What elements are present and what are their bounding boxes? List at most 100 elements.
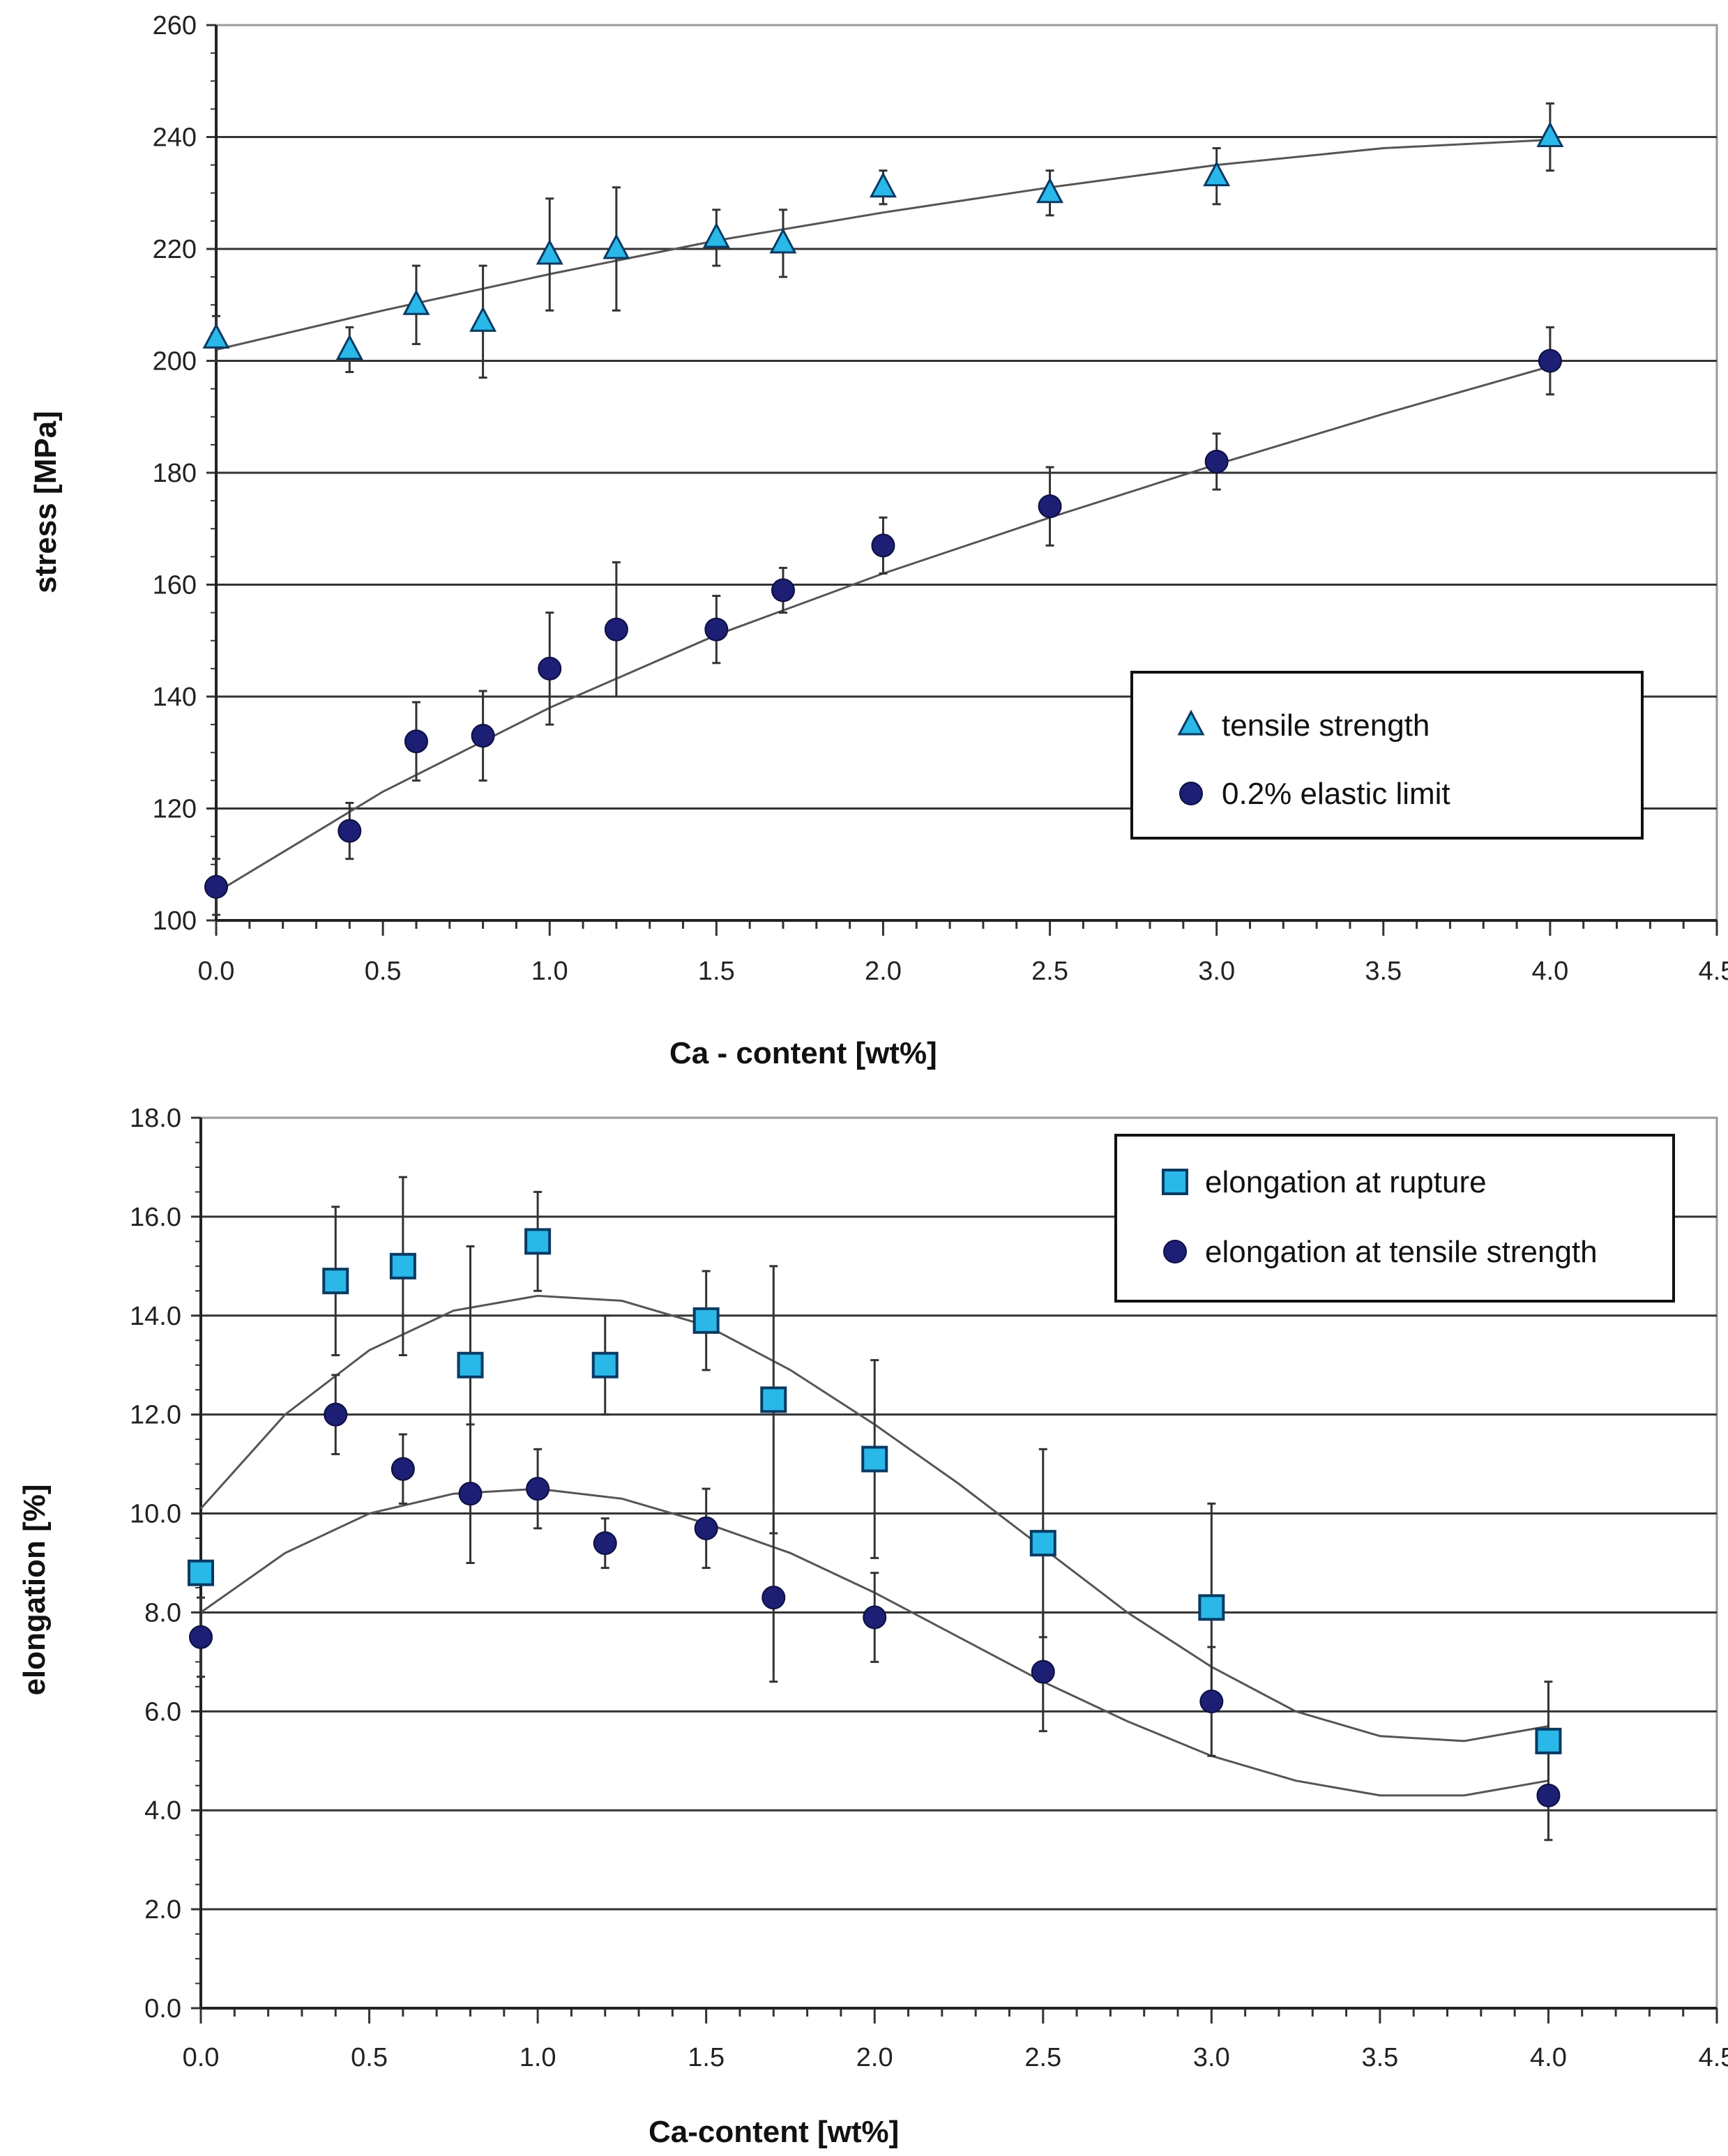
x-tick-label: 2.0 (856, 2043, 893, 2072)
x-axis-title: Ca-content [wt%] (649, 2115, 899, 2149)
y-tick-label: 140 (153, 683, 197, 712)
x-tick-label: 2.5 (1024, 2043, 1061, 2072)
y-tick-label: 0.0 (144, 1994, 181, 2024)
legend-box (1114, 1134, 1675, 1303)
data-point-square (760, 1386, 787, 1413)
data-point-square (692, 1307, 720, 1334)
data-point-square (322, 1268, 349, 1295)
y-tick-label: 220 (153, 235, 197, 264)
data-point-triangle (869, 172, 897, 198)
y-tick-label: 16.0 (130, 1203, 181, 1232)
x-tick-label: 3.0 (1198, 957, 1235, 986)
data-point-square (1029, 1530, 1056, 1557)
y-tick-label: 200 (153, 347, 197, 377)
legend-box (1130, 671, 1644, 840)
data-point-circle (404, 729, 428, 754)
data-point-circle (1199, 1690, 1224, 1714)
x-axis-title: Ca - content [wt%] (669, 1036, 937, 1070)
data-point-circle (1538, 349, 1562, 373)
data-point-circle (1038, 494, 1062, 519)
data-point-circle (538, 656, 562, 681)
data-point-triangle (1536, 121, 1564, 147)
data-point-circle (526, 1477, 550, 1501)
data-point-square (861, 1445, 888, 1473)
y-tick-label: 240 (153, 123, 197, 153)
data-point-circle (204, 874, 228, 899)
x-tick-label: 0.5 (365, 957, 402, 986)
x-tick-label: 3.5 (1365, 957, 1402, 986)
legend-marker-square (1162, 1169, 1188, 1195)
data-point-circle (863, 1605, 887, 1630)
x-tick-label: 3.5 (1361, 2043, 1398, 2072)
legend-label: 0.2% elastic limit (1222, 777, 1450, 811)
y-tick-label: 2.0 (144, 1895, 181, 1925)
data-point-triangle (469, 306, 497, 332)
data-point-triangle (335, 334, 363, 360)
x-tick-label: 2.0 (865, 957, 902, 986)
data-point-triangle (202, 323, 230, 349)
x-tick-label: 4.0 (1531, 957, 1568, 986)
data-point-triangle (1203, 160, 1231, 187)
y-tick-label: 12.0 (130, 1401, 181, 1430)
data-point-circle (391, 1457, 415, 1481)
y-tick-label: 160 (153, 571, 197, 600)
data-point-square (457, 1351, 484, 1379)
x-tick-label: 4.5 (1699, 957, 1728, 986)
data-point-triangle (402, 289, 430, 315)
data-point-circle (761, 1586, 786, 1610)
data-point-triangle (702, 222, 730, 248)
data-point-circle (771, 578, 795, 602)
legend-label: elongation at rupture (1205, 1165, 1487, 1199)
x-tick-label: 0.5 (351, 2043, 388, 2072)
elongation-chart: 0.0 2.0 4.0 6.0 8.0 10.0 12.0 14.0 16.0 18.0 0.0 0.… (17, 1104, 1728, 2149)
data-point-triangle (769, 227, 797, 254)
legend-marker-circle (1179, 782, 1203, 805)
data-point-square (591, 1351, 619, 1379)
data-point-circle (1536, 1783, 1561, 1807)
legend-label: tensile strength (1222, 708, 1430, 743)
y-tick-label: 180 (153, 459, 197, 488)
y-tick-label: 120 (153, 795, 197, 824)
x-tick-label: 0.0 (198, 957, 235, 986)
x-tick-label: 4.0 (1530, 2043, 1567, 2072)
data-point-circle (189, 1625, 213, 1649)
legend-marker-triangle (1177, 709, 1205, 736)
y-tick-label: 14.0 (130, 1302, 181, 1331)
data-point-square (389, 1252, 416, 1280)
x-tick-label: 4.5 (1699, 2043, 1728, 2072)
data-point-circle (338, 819, 362, 843)
y-tick-label: 100 (153, 906, 197, 936)
data-point-triangle (1036, 177, 1064, 204)
data-point-circle (471, 724, 495, 748)
data-point-triangle (536, 238, 563, 265)
x-tick-label: 1.5 (698, 957, 735, 986)
x-tick-label: 1.5 (688, 2043, 725, 2072)
data-point-circle (704, 617, 729, 642)
data-point-square (1535, 1727, 1562, 1754)
data-point-circle (324, 1402, 348, 1427)
data-point-triangle (602, 233, 630, 259)
data-point-circle (694, 1516, 718, 1540)
y-tick-label: 4.0 (144, 1796, 181, 1825)
x-tick-label: 1.0 (520, 2043, 556, 2072)
data-point-circle (458, 1482, 483, 1506)
y-tick-label: 8.0 (144, 1598, 181, 1627)
data-point-circle (593, 1531, 617, 1556)
trend-line-1 (215, 139, 1550, 351)
data-point-square (188, 1559, 214, 1586)
data-point-circle (871, 533, 895, 558)
legend-marker-circle (1163, 1240, 1187, 1263)
y-tick-label: 6.0 (144, 1697, 181, 1726)
y-axis-title: stress [MPa] (29, 411, 63, 593)
x-tick-label: 1.0 (531, 957, 568, 986)
x-tick-label: 2.5 (1031, 957, 1068, 986)
x-tick-label: 3.0 (1193, 2043, 1230, 2072)
x-tick-label: 0.0 (183, 2043, 220, 2072)
y-tick-label: 10.0 (130, 1500, 181, 1529)
stress-chart: 100 120 140 160 180 200 220 240 260 0.0 0.5 1.0 1.5 2… (29, 11, 1728, 1070)
y-tick-label: 18.0 (130, 1104, 181, 1133)
data-point-circle (1031, 1660, 1055, 1684)
data-point-circle (604, 617, 628, 642)
data-point-square (1198, 1594, 1225, 1621)
